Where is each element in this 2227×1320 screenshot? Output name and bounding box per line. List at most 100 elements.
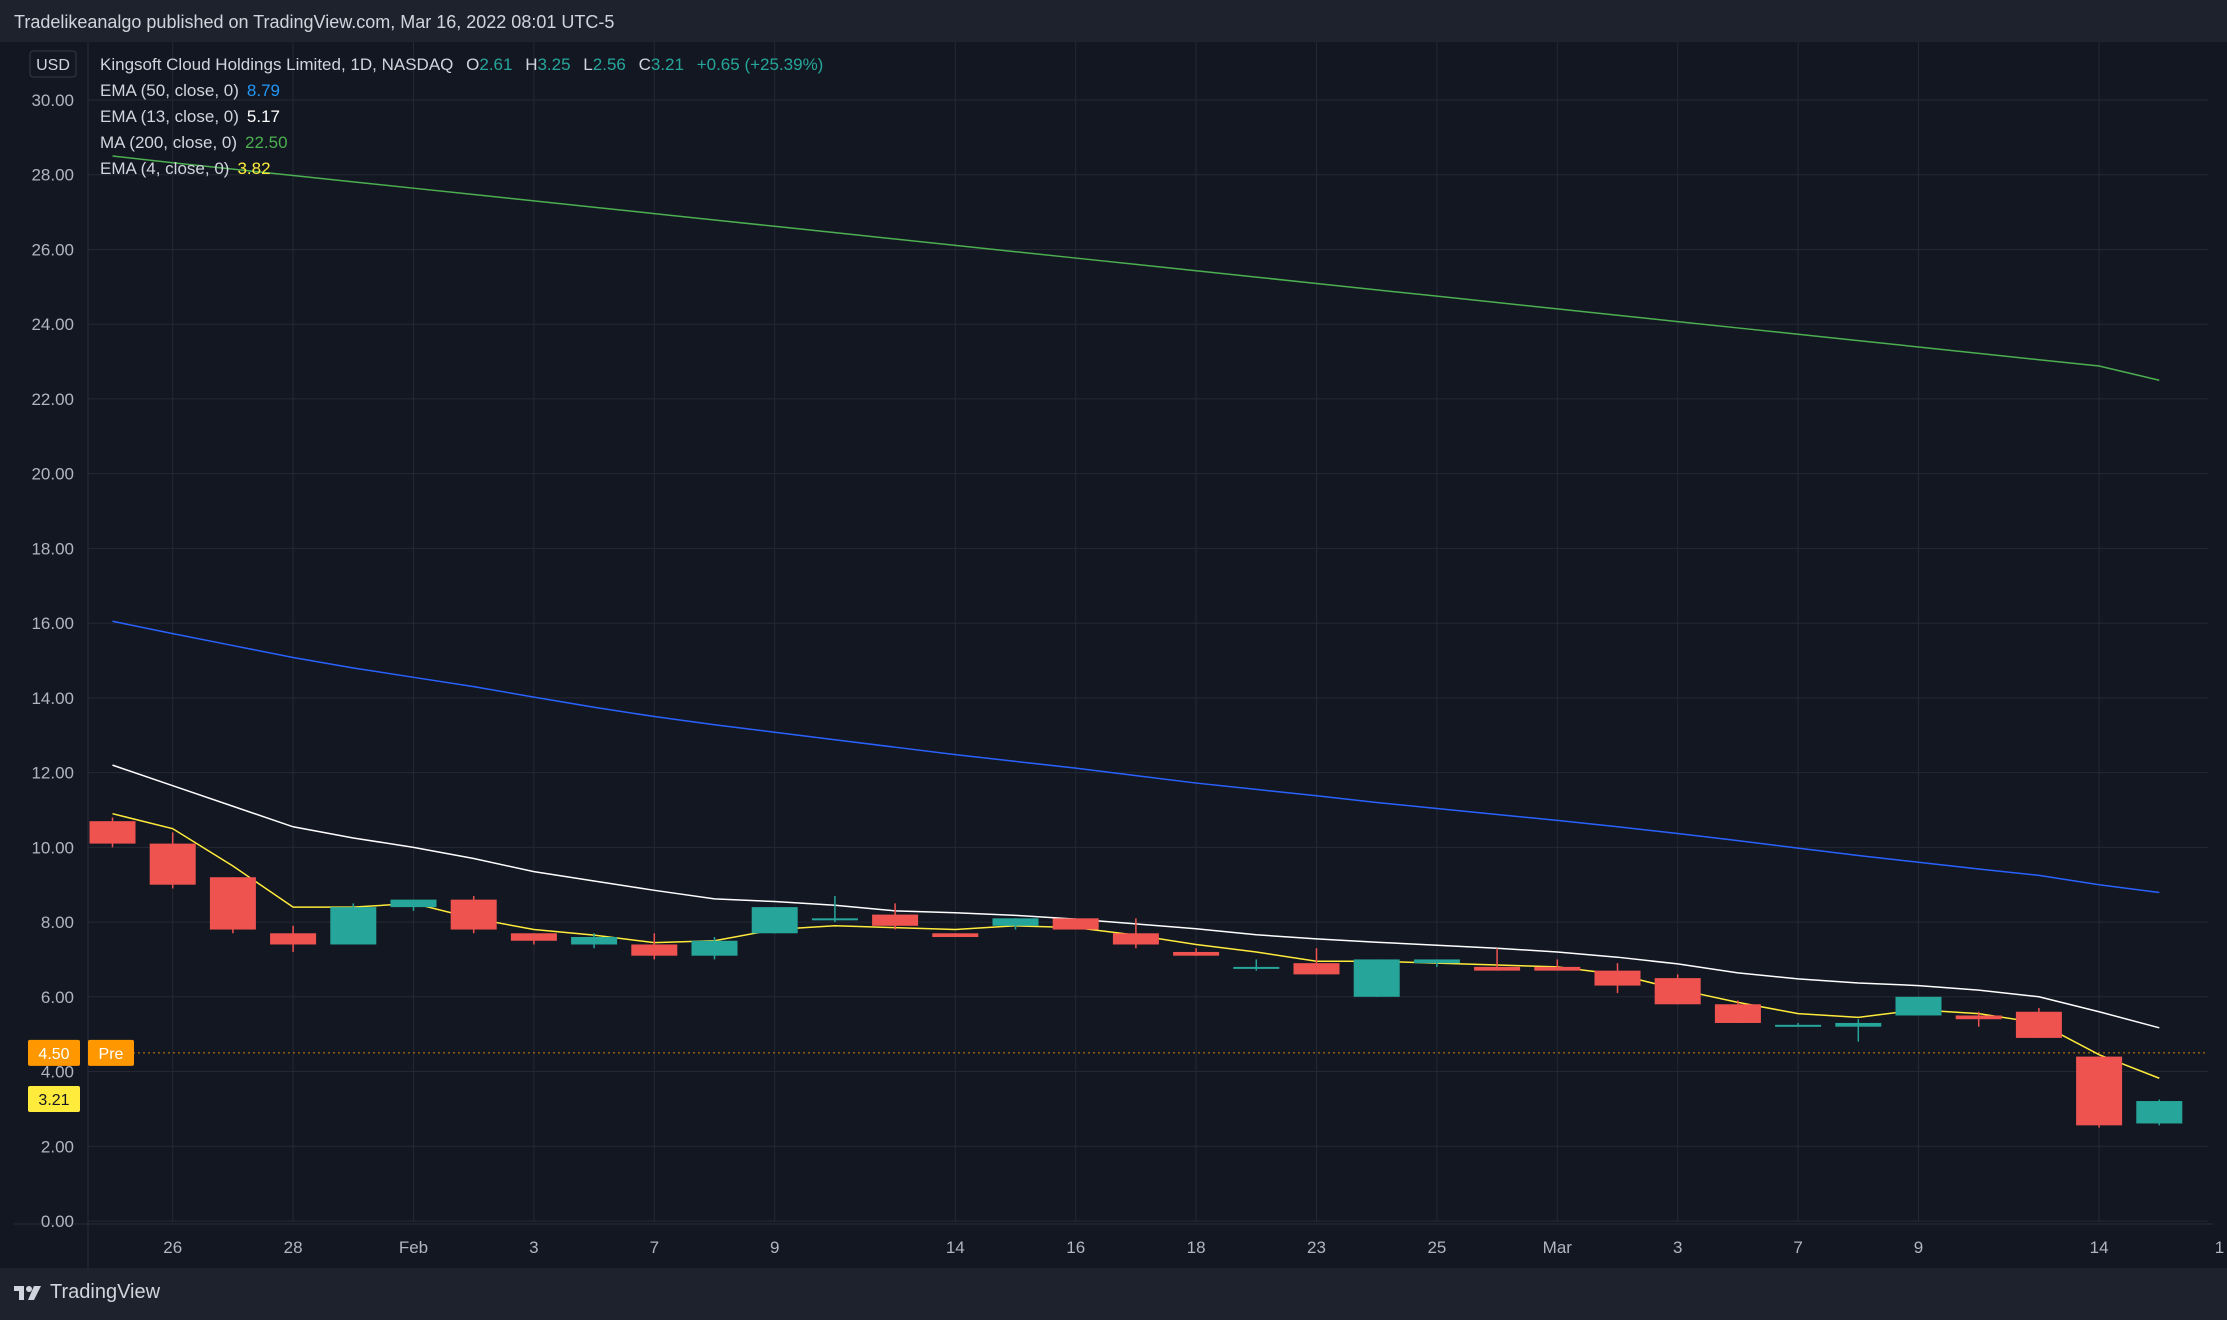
- low-value: 2.56: [592, 55, 626, 74]
- x-tick-label: 3: [1673, 1238, 1682, 1257]
- indicator-value: 8.79: [246, 81, 280, 100]
- open-value: 2.61: [479, 55, 513, 74]
- candle-body-up: [1895, 996, 1942, 1016]
- chart-legend: Kingsoft Cloud Holdings Limited, 1D, NAS…: [100, 52, 823, 182]
- x-tick-label: 9: [1914, 1238, 1923, 1257]
- x-tick-label: Mar: [1543, 1238, 1573, 1257]
- indicator-ema50[interactable]: EMA (50, close, 0) 8.79: [100, 78, 823, 104]
- indicator-label: MA (200, close, 0): [100, 133, 238, 152]
- candle-body-down: [510, 933, 557, 941]
- candle-body-down: [89, 821, 136, 844]
- x-tick-label: 16: [1066, 1238, 1085, 1257]
- y-tick-label: 14.00: [31, 689, 74, 708]
- candle-body-down: [1955, 1015, 2002, 1020]
- chart-background: [14, 42, 2213, 1268]
- y-tick-label: 28.00: [31, 166, 74, 185]
- premarket-price-badge: [28, 1039, 80, 1066]
- candle-body-down: [270, 933, 317, 945]
- y-tick-label: 6.00: [41, 988, 74, 1007]
- indicator-ma200[interactable]: MA (200, close, 0) 22.50: [100, 130, 823, 156]
- low-label: L: [583, 55, 593, 74]
- candle-body-down: [1534, 966, 1581, 971]
- symbol-line: Kingsoft Cloud Holdings Limited, 1D, NAS…: [100, 52, 823, 78]
- series-line: [112, 155, 2160, 381]
- x-tick-label: 7: [650, 1238, 659, 1257]
- price-chart[interactable]: 0.00 2.00 4.00 6.00 8.00 10.00 12.00 14.00 16.00…: [0, 0, 2227, 1268]
- y-tick-label: 30.00: [31, 91, 74, 110]
- y-tick-label: 10.00: [31, 838, 74, 857]
- close-value: 3.21: [650, 55, 684, 74]
- close-label: C: [638, 55, 651, 74]
- indicator-label: EMA (13, close, 0): [100, 107, 239, 126]
- x-tick-label: 18: [1187, 1238, 1206, 1257]
- candle-body-up: [571, 937, 618, 945]
- publish-info: Tradelikeanalgo published on TradingView…: [14, 12, 615, 32]
- currency-label: USD: [36, 57, 70, 74]
- indicator-ema4[interactable]: EMA (4, close, 0) 3.82: [100, 156, 823, 182]
- x-tick-label: 14: [946, 1238, 965, 1257]
- y-tick-label: 2.00: [41, 1137, 74, 1156]
- x-tick-label: 25: [1427, 1238, 1446, 1257]
- candle-body-down: [1474, 966, 1521, 971]
- bottom-bar: [0, 1268, 2227, 1320]
- candle-body-down: [450, 899, 497, 930]
- candle-body-down: [1173, 951, 1220, 956]
- tradingview-logo-icon: [14, 1285, 41, 1300]
- candle-body-down: [2076, 1056, 2123, 1126]
- premarket-tag-badge: [88, 1039, 134, 1066]
- x-tick-label: 23: [1307, 1238, 1326, 1257]
- candle-body-down: [149, 843, 196, 885]
- indicator-value: 22.50: [245, 133, 288, 152]
- premarket-tag-label: Pre: [99, 1046, 124, 1063]
- candle-body-up: [330, 907, 377, 945]
- symbol-name: Kingsoft Cloud Holdings Limited, 1D, NAS…: [100, 55, 454, 74]
- candle-body-up: [1353, 959, 1400, 997]
- series-line: [112, 620, 2160, 894]
- candle-body-up: [390, 899, 437, 908]
- x-tick-label: 14: [2090, 1238, 2109, 1257]
- indicator-ema13[interactable]: EMA (13, close, 0) 5.17: [100, 104, 823, 130]
- candle-body-down: [1293, 963, 1340, 975]
- y-tick-label: 18.00: [31, 539, 74, 558]
- candle-body-down: [1714, 1004, 1761, 1023]
- x-tick-label: 7: [1793, 1238, 1802, 1257]
- x-tick-label: 26: [163, 1238, 182, 1257]
- y-tick-label: 26.00: [31, 240, 74, 259]
- y-tick-label: 4.00: [41, 1063, 74, 1082]
- candle-body-up: [751, 907, 798, 934]
- candle-body-up: [1775, 1024, 1822, 1027]
- indicator-label: EMA (4, close, 0): [100, 159, 230, 178]
- tradingview-brand[interactable]: TradingView: [14, 1281, 160, 1304]
- candle-body-up: [2136, 1101, 2183, 1124]
- open-label: O: [466, 55, 480, 74]
- last-price-value: 3.21: [38, 1092, 69, 1109]
- y-tick-label: 16.00: [31, 614, 74, 633]
- y-tick-label: 24.00: [31, 315, 74, 334]
- candle-body-up: [1233, 966, 1280, 969]
- candle-body-up: [992, 918, 1039, 926]
- candle-body-down: [631, 944, 678, 956]
- top-bar: Tradelikeanalgo published on TradingView…: [0, 0, 2227, 42]
- currency-box: [29, 50, 77, 78]
- y-tick-label: 12.00: [31, 764, 74, 783]
- y-tick-label: 20.00: [31, 465, 74, 484]
- candle-body-up: [811, 918, 858, 921]
- candle-body-up: [691, 940, 738, 956]
- last-price-badge: [28, 1086, 80, 1113]
- change-value: +0.65 (+25.39%): [696, 55, 824, 74]
- x-tick-label: Feb: [399, 1238, 428, 1257]
- brand-label: TradingView: [50, 1281, 161, 1303]
- indicator-label: EMA (50, close, 0): [100, 81, 239, 100]
- y-tick-label: 22.00: [31, 390, 74, 409]
- candle-body-down: [1112, 933, 1159, 945]
- high-label: H: [525, 55, 538, 74]
- x-tick-label: 28: [284, 1238, 303, 1257]
- candle-body-down: [1654, 978, 1701, 1005]
- candle-body-down: [1594, 970, 1641, 986]
- y-tick-label: 8.00: [41, 913, 74, 932]
- x-tick-label: 9: [770, 1238, 779, 1257]
- indicator-value: 5.17: [246, 107, 280, 126]
- candle-body-down: [1052, 918, 1099, 930]
- candle-body-down: [209, 877, 256, 930]
- y-tick-label: 0.00: [41, 1212, 74, 1231]
